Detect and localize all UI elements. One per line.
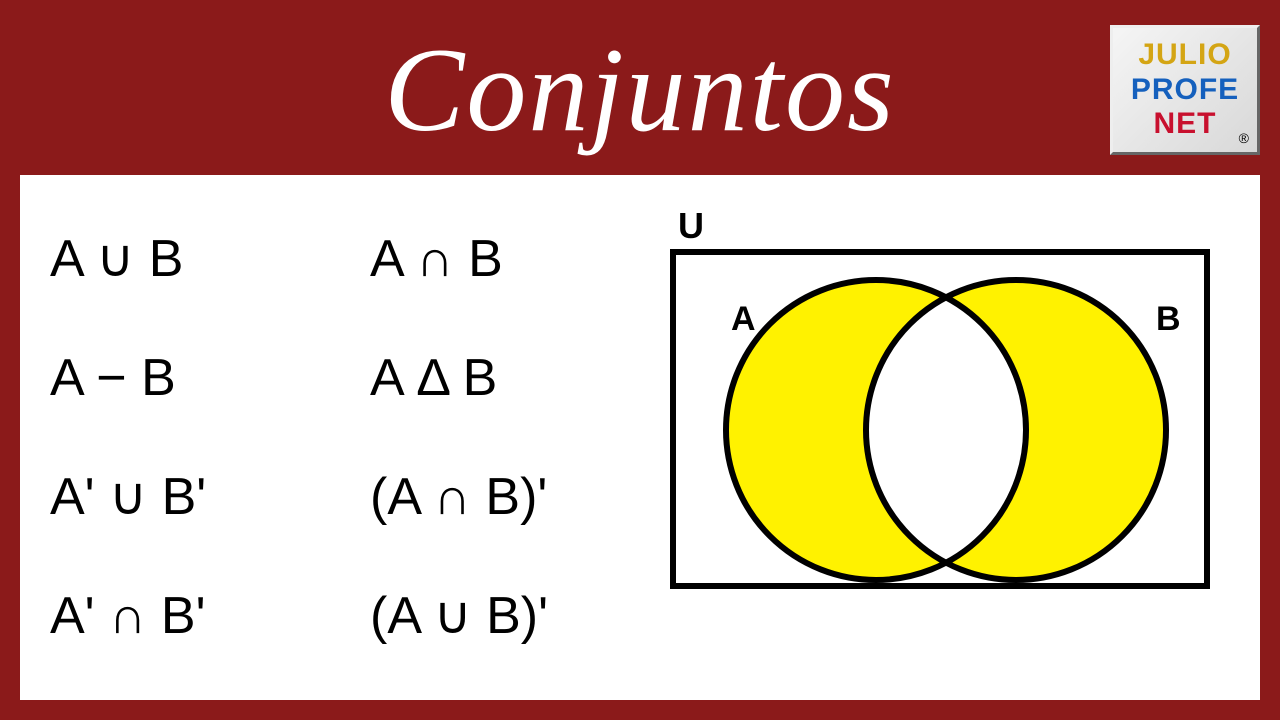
logo-line-2: PROFE [1131,73,1239,108]
set-a-label: A [731,300,756,338]
logo-line-1: JULIO [1138,38,1231,73]
formula-grid: A ∪ B A ∩ B A − B A Δ B A' ∪ B' (A ∩ B)'… [50,200,670,675]
header: Conjuntos JULIO PROFE NET ® [20,20,1260,160]
content-panel: A ∪ B A ∩ B A − B A Δ B A' ∪ B' (A ∩ B)'… [20,175,1260,700]
registered-icon: ® [1239,130,1249,146]
outer-frame: Conjuntos JULIO PROFE NET ® A ∪ B A ∩ B … [0,0,1280,720]
logo-badge: JULIO PROFE NET ® [1110,25,1260,155]
universe-label: U [678,205,704,247]
venn-diagram-svg: A B [676,255,1204,583]
venn-container: U [670,200,1230,675]
venn-diagram-box: A B [670,249,1210,589]
set-b-label: B [1156,300,1181,338]
formula-difference: A − B [50,348,350,408]
page-title: Conjuntos [384,21,895,159]
formula-intersection-comp: (A ∩ B)' [370,467,670,527]
formula-symmetric-diff: A Δ B [370,348,670,408]
formula-union-comp: (A ∪ B)' [370,586,670,646]
formula-union: A ∪ B [50,229,350,289]
formula-comp-intersection: A' ∩ B' [50,586,350,646]
logo-line-3: NET [1154,107,1217,142]
formula-intersection: A ∩ B [370,229,670,289]
formula-comp-union: A' ∪ B' [50,467,350,527]
